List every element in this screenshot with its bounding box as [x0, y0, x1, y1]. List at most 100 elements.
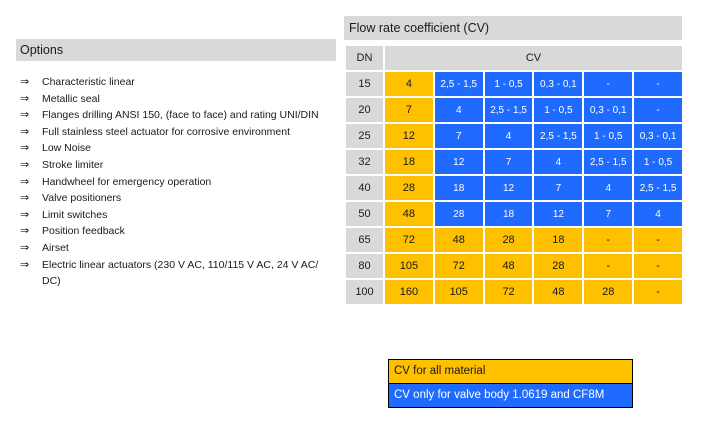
- cv-cell: 1 - 0,5: [534, 98, 583, 122]
- option-label: Stroke limiter: [42, 158, 104, 171]
- arrow-icon: ⇒: [20, 207, 30, 221]
- option-item: ⇒ Metallic seal: [20, 91, 338, 108]
- options-header: Options: [16, 39, 336, 61]
- table-row: 40 28 18 12 7 4 2,5 - 1,5: [346, 176, 682, 200]
- cv-cell: -: [634, 254, 682, 278]
- arrow-icon: ⇒: [20, 240, 30, 254]
- arrow-icon: ⇒: [20, 91, 30, 105]
- arrow-icon: ⇒: [20, 191, 30, 205]
- cv-cell: -: [584, 72, 633, 96]
- option-label: Limit switches: [42, 208, 108, 221]
- dn-cell: 50: [346, 202, 383, 226]
- flow-table-body: 15 4 2,5 - 1,5 1 - 0,5 0,3 - 0,1- -20 7 4 2,5 - …: [346, 72, 682, 304]
- cv-cell: 12: [385, 124, 433, 148]
- cv-cell: 7: [434, 124, 483, 148]
- flow-table-title: Flow rate coefficient (CV): [344, 16, 682, 40]
- table-row: 25 12 7 4 2,5 - 1,5 1 - 0,5 0,3 - 0,1: [346, 124, 682, 148]
- cv-cell: -: [634, 72, 682, 96]
- cv-cell: 7: [385, 98, 433, 122]
- cv-cell: 2,5 - 1,5: [584, 150, 633, 174]
- cv-cell: 4: [634, 202, 682, 226]
- cv-cell: 1 - 0,5: [484, 72, 533, 96]
- cv-cell: 1 - 0,5: [634, 150, 682, 174]
- cv-cell: -: [634, 228, 682, 252]
- option-item: ⇒ Position feedback: [20, 223, 338, 240]
- cv-cell: 18: [434, 176, 483, 200]
- cv-cell: 160: [385, 280, 433, 304]
- arrow-icon: ⇒: [20, 108, 30, 122]
- cv-cell: 28: [534, 254, 583, 278]
- arrow-icon: ⇒: [20, 174, 30, 188]
- cv-cell: 48: [385, 202, 433, 226]
- cv-cell: 72: [484, 280, 533, 304]
- option-item: ⇒ Characteristic linear: [20, 74, 338, 91]
- cv-cell: 7: [484, 150, 533, 174]
- arrow-icon: ⇒: [20, 141, 30, 155]
- option-label: Characteristic linear: [42, 76, 135, 88]
- dn-cell: 20: [346, 98, 383, 122]
- option-item: ⇒ Low Noise: [20, 140, 338, 157]
- cv-column-header: CV: [385, 46, 682, 70]
- cv-cell: 4: [534, 150, 583, 174]
- option-item: ⇒ Electric linear actuators (230 V AC, 11…: [20, 257, 338, 290]
- cv-cell: 12: [434, 150, 483, 174]
- dn-cell: 40: [346, 176, 383, 200]
- cv-cell: 7: [584, 202, 633, 226]
- arrow-icon: ⇒: [20, 157, 30, 171]
- cv-cell: 2,5 - 1,5: [534, 124, 583, 148]
- cv-cell: 1 - 0,5: [584, 124, 633, 148]
- dn-cell: 32: [346, 150, 383, 174]
- cv-cell: 4: [584, 176, 633, 200]
- cv-cell: 7: [534, 176, 583, 200]
- dn-cell: 80: [346, 254, 383, 278]
- cv-cell: 0,3 - 0,1: [534, 72, 583, 96]
- dn-cell: 65: [346, 228, 383, 252]
- table-row: 65 72 48 28 18- -: [346, 228, 682, 252]
- cv-cell: 4: [385, 72, 433, 96]
- cv-cell: 28: [584, 280, 633, 304]
- option-label: Airset: [42, 241, 69, 254]
- option-label: Valve positioners: [42, 192, 122, 205]
- option-item: ⇒ Valve positioners: [20, 190, 338, 207]
- legend-all-material: CV for all material: [389, 360, 632, 384]
- cv-cell: 18: [385, 150, 433, 174]
- option-item: ⇒ Full stainless steel actuator for corro…: [20, 124, 338, 141]
- option-label: Full stainless steel actuator for corros…: [42, 125, 291, 138]
- cv-cell: 4: [434, 98, 483, 122]
- cv-cell: -: [584, 228, 633, 252]
- flow-coefficient-table: DN CV 15 4 2,5 - 1,5 1 - 0,5 0,3 - 0,1- -20 7 4…: [344, 44, 684, 306]
- cv-cell: 48: [484, 254, 533, 278]
- table-row: 32 18 12 7 4 2,5 - 1,5 1 - 0,5: [346, 150, 682, 174]
- cv-cell: 2,5 - 1,5: [434, 72, 483, 96]
- dn-cell: 15: [346, 72, 383, 96]
- cv-cell: 28: [385, 176, 433, 200]
- option-label: Flanges drilling ANSI 150, (face to face…: [42, 109, 319, 122]
- options-list: ⇒ Characteristic linear ⇒ Metallic seal ⇒ Fla…: [20, 74, 338, 290]
- option-label: Handwheel for emergency operation: [42, 175, 212, 188]
- cv-cell: -: [584, 254, 633, 278]
- cv-cell: 0,3 - 0,1: [584, 98, 633, 122]
- cv-cell: 48: [534, 280, 583, 304]
- table-row: 80 105 72 48 28- -: [346, 254, 682, 278]
- cv-cell: -: [634, 98, 682, 122]
- cv-cell: 0,3 - 0,1: [634, 124, 682, 148]
- option-item: ⇒ Stroke limiter: [20, 157, 338, 174]
- table-row: 20 7 4 2,5 - 1,5 1 - 0,5 0,3 - 0,1-: [346, 98, 682, 122]
- dn-column-header: DN: [346, 46, 383, 70]
- option-label: Metallic seal: [42, 92, 100, 105]
- option-label: Position feedback: [42, 225, 125, 238]
- cv-cell: 72: [385, 228, 433, 252]
- cv-cell: 18: [534, 228, 583, 252]
- option-item: ⇒ Handwheel for emergency operation: [20, 174, 338, 191]
- cv-cell: 72: [434, 254, 483, 278]
- table-row: 15 4 2,5 - 1,5 1 - 0,5 0,3 - 0,1- -: [346, 72, 682, 96]
- cv-cell: 4: [484, 124, 533, 148]
- cv-cell: 105: [434, 280, 483, 304]
- dn-cell: 25: [346, 124, 383, 148]
- cv-cell: 12: [484, 176, 533, 200]
- cv-cell: 2,5 - 1,5: [484, 98, 533, 122]
- arrow-icon: ⇒: [20, 257, 30, 271]
- cv-cell: 28: [434, 202, 483, 226]
- table-row: 100 160 105 72 48 28-: [346, 280, 682, 304]
- color-legend: CV for all material CV only for valve bo…: [388, 359, 633, 408]
